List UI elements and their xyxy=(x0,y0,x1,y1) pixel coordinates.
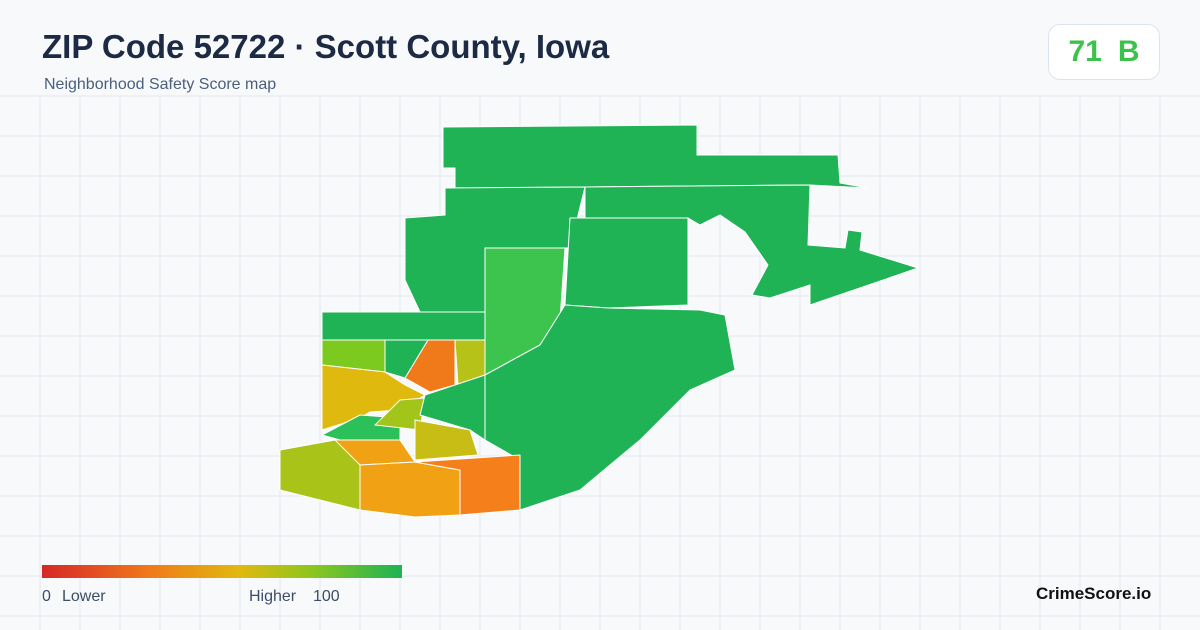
area xyxy=(279,439,361,511)
legend-min: 0 xyxy=(42,588,51,605)
legend-min-label: Lower xyxy=(62,588,106,605)
area xyxy=(321,311,486,341)
area xyxy=(584,184,920,306)
area xyxy=(359,461,461,518)
area xyxy=(414,419,479,461)
legend-max-label: Higher xyxy=(249,588,297,605)
area xyxy=(419,374,486,441)
score-grade: B xyxy=(1117,35,1140,68)
score-badge: 71 B xyxy=(1048,24,1160,80)
area xyxy=(414,454,521,516)
area xyxy=(564,217,689,309)
neighborhoods xyxy=(279,124,920,518)
subtitle: Neighborhood Safety Score map xyxy=(44,76,277,93)
brand: CrimeScore.io xyxy=(1036,584,1152,603)
legend-gradient xyxy=(42,565,402,578)
area xyxy=(442,124,869,189)
area xyxy=(384,339,429,379)
title: ZIP Code 52722 · Scott County, Iowa xyxy=(42,28,610,65)
legend-max: 100 xyxy=(313,588,340,605)
score-value: 71 xyxy=(1068,35,1102,68)
